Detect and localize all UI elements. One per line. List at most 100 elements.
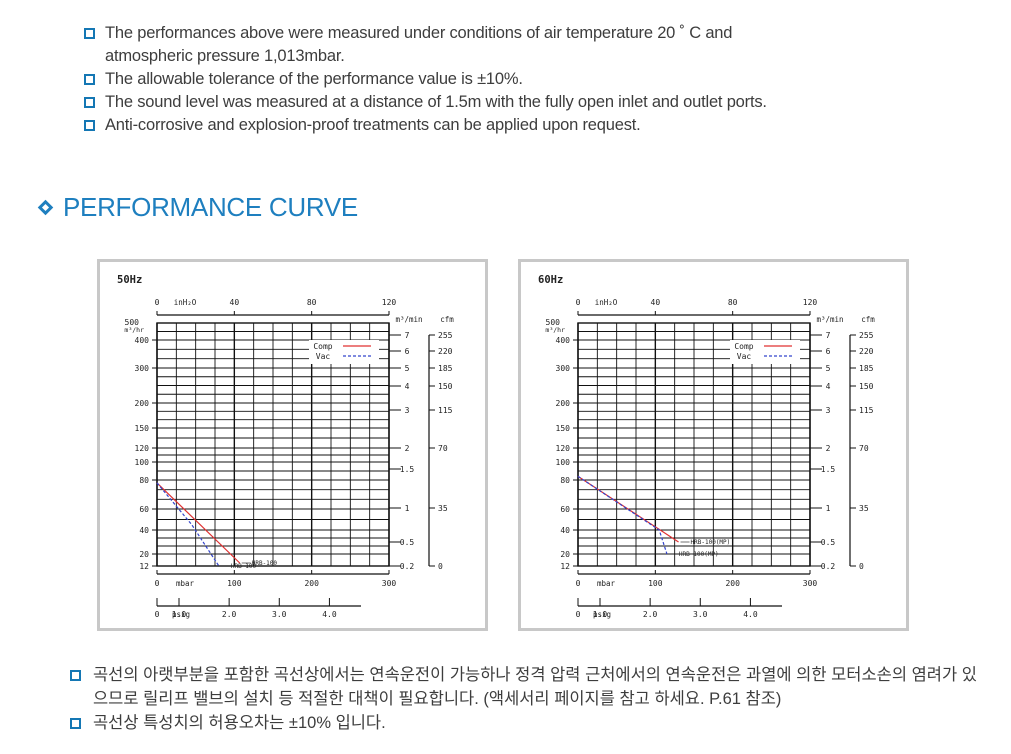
top-tick-label: 120 <box>382 298 397 307</box>
left-tick-label: 120 <box>135 444 150 453</box>
left-axis-unit: m³/hr <box>124 326 144 334</box>
mbar-tick-label: 300 <box>803 579 818 588</box>
left-axis-unit: m³/hr <box>545 326 565 334</box>
chart-title: 50Hz <box>117 274 142 286</box>
right-tick-label: 1.5 <box>821 465 836 474</box>
model-label-comp: HRB-100 <box>252 560 278 567</box>
right-tick-label: 7 <box>405 331 410 340</box>
cfm-tick-label: 0 <box>859 562 864 571</box>
note-item: Anti-corrosive and explosion-proof treat… <box>84 114 984 137</box>
top-tick-label: 0 <box>576 298 581 307</box>
mbar-tick-label: 0 <box>155 579 160 588</box>
diamond-icon <box>37 199 54 216</box>
square-bullet-icon <box>84 97 95 108</box>
psig-tick-label: 2.0 <box>222 610 237 619</box>
note-item: 곡선상 특성치의 허용오차는 ±10% 입니다. <box>70 711 980 735</box>
plot-frame <box>577 322 811 567</box>
right-tick-label: 3 <box>826 406 831 415</box>
left-tick-label: 150 <box>135 424 150 433</box>
square-bullet-icon <box>70 670 81 681</box>
legend-label-comp: Comp <box>313 342 332 351</box>
right-tick-label: 4 <box>826 382 831 391</box>
note-item: 곡선의 아랫부분을 포함한 곡선상에서는 연속운전이 가능하나 정격 압력 근처… <box>70 663 980 711</box>
left-tick-label: 40 <box>139 526 149 535</box>
right-axis-unit: m³/min <box>816 315 843 324</box>
top-tick-label: 80 <box>307 298 317 307</box>
left-tick-label: 200 <box>135 399 150 408</box>
left-tick-label: 100 <box>556 458 571 467</box>
korean-notes: 곡선의 아랫부분을 포함한 곡선상에서는 연속운전이 가능하나 정격 압력 근처… <box>70 663 980 735</box>
note-item: The performances above were measured und… <box>84 22 984 68</box>
right-tick-label: 1.5 <box>400 465 415 474</box>
model-label-comp: HRB-100(MP) <box>691 539 731 546</box>
cfm-tick-label: 255 <box>438 331 453 340</box>
mbar-axis-unit: mbar <box>597 579 616 588</box>
cfm-tick-label: 220 <box>438 347 453 356</box>
cfm-tick-label: 70 <box>438 444 448 453</box>
left-tick-label: 60 <box>139 505 149 514</box>
psig-tick-label: 0 <box>576 610 581 619</box>
left-tick-label: 100 <box>135 458 150 467</box>
left-tick-label: 80 <box>139 476 149 485</box>
legend-bg <box>309 340 379 364</box>
cfm-tick-label: 185 <box>859 364 874 373</box>
cfm-tick-label: 255 <box>859 331 874 340</box>
legend-label-vac: Vac <box>737 352 752 361</box>
mbar-tick-label: 100 <box>227 579 242 588</box>
mbar-axis-unit: mbar <box>176 579 195 588</box>
cfm-tick-label: 220 <box>859 347 874 356</box>
psig-tick-label: 3.0 <box>693 610 708 619</box>
left-tick-label: 120 <box>556 444 571 453</box>
cfm-tick-label: 150 <box>438 382 453 391</box>
right-tick-label: 0.2 <box>400 562 415 571</box>
cfm-tick-label: 115 <box>438 406 453 415</box>
cfm-tick-label: 185 <box>438 364 453 373</box>
mbar-tick-label: 100 <box>648 579 663 588</box>
left-tick-label: 400 <box>135 336 150 345</box>
cfm-tick-label: 115 <box>859 406 874 415</box>
left-tick-label: 20 <box>139 550 149 559</box>
chart-title: 60Hz <box>538 274 563 286</box>
top-axis-unit: inH₂O <box>174 298 197 307</box>
top-axis-unit: inH₂O <box>595 298 618 307</box>
model-label-vac: HRB-100 <box>231 563 257 570</box>
right-tick-label: 1 <box>826 504 831 513</box>
top-tick-label: 0 <box>155 298 160 307</box>
mbar-tick-label: 0 <box>576 579 581 588</box>
right-tick-label: 2 <box>405 444 410 453</box>
left-tick-label: 12 <box>139 562 149 571</box>
left-tick-label: 12 <box>560 562 570 571</box>
left-tick-label: 150 <box>556 424 571 433</box>
cfm-tick-label: 150 <box>859 382 874 391</box>
plot-frame <box>156 322 390 567</box>
chart-panel-50hz: 50Hz 0 40 80 120 inH₂O 500 m³/hr 400 300 200 150 120… <box>97 259 488 631</box>
top-tick-label: 80 <box>728 298 738 307</box>
top-tick-label: 40 <box>230 298 240 307</box>
psig-axis-unit: psig <box>593 610 611 619</box>
right-tick-label: 7 <box>826 331 831 340</box>
psig-axis-unit: psig <box>172 610 190 619</box>
model-label-vac: HRB-100(MP) <box>679 551 719 558</box>
cfm-tick-label: 0 <box>438 562 443 571</box>
right-tick-label: 6 <box>405 347 410 356</box>
legend-bg <box>730 340 800 364</box>
square-bullet-icon <box>84 28 95 39</box>
right-tick-label: 5 <box>826 364 831 373</box>
psig-tick-label: 4.0 <box>322 610 337 619</box>
psig-tick-label: 3.0 <box>272 610 287 619</box>
left-tick-label: 500 <box>546 318 561 327</box>
square-bullet-icon <box>70 718 81 729</box>
psig-tick-label: 0 <box>155 610 160 619</box>
left-tick-label: 80 <box>560 476 570 485</box>
series-line-vac <box>156 482 220 567</box>
right-tick-label: 2 <box>826 444 831 453</box>
mbar-tick-label: 200 <box>304 579 319 588</box>
right-tick-label: 0.5 <box>821 538 836 547</box>
note-item: The allowable tolerance of the performan… <box>84 68 984 91</box>
